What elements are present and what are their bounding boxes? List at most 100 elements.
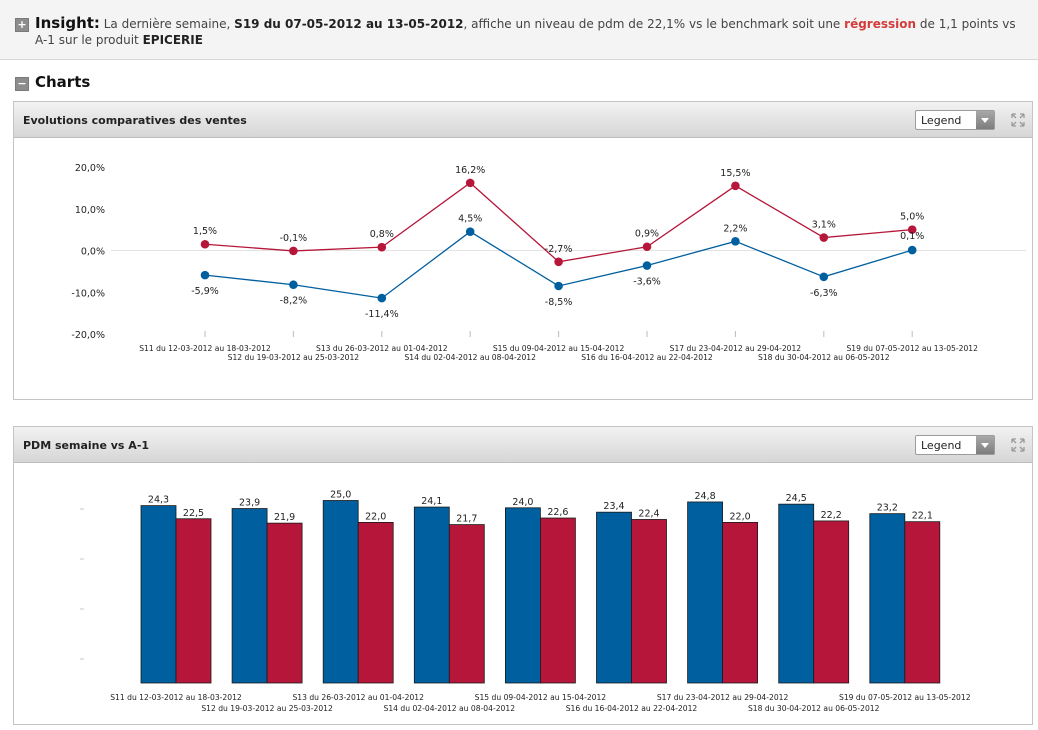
data-label: -8,5% [545, 297, 573, 308]
data-label: 2,2% [723, 223, 747, 234]
bar-value-label: 23,2 [877, 503, 898, 514]
bar-value-label: 23,4 [603, 501, 624, 512]
data-point [377, 293, 387, 303]
insight-trend: régression [844, 17, 917, 31]
data-point [907, 225, 917, 234]
data-point [200, 270, 210, 280]
panel-evolutions: Evolutions comparatives des ventes Legen… [13, 101, 1033, 400]
expand-arrows-icon[interactable] [1011, 113, 1025, 127]
data-point [819, 272, 829, 282]
bar [813, 520, 850, 684]
expand-arrows-icon[interactable] [1011, 438, 1025, 452]
data-point [554, 257, 563, 267]
legend-dropdown[interactable]: Legend [915, 435, 995, 455]
bar [687, 501, 723, 684]
panel-title: PDM semaine vs A-1 [23, 439, 150, 452]
bar-value-label: 22,5 [183, 508, 204, 519]
bar [322, 500, 359, 684]
bar-value-label: 25,0 [330, 490, 351, 501]
y-tick-label: -20,0% [71, 330, 105, 341]
data-label: 1,5% [193, 226, 217, 237]
x-tick-label: S15 du 09-04-2012 au 15-04-2012 [493, 344, 625, 353]
x-tick-label: S18 du 30-04-2012 au 06-05-2012 [758, 353, 890, 362]
x-tick-label: S14 du 02-04-2012 au 08-04-2012 [404, 353, 536, 362]
x-tick-label: S11 du 12-03-2012 au 18-03-2012 [110, 693, 242, 702]
data-label: -3,6% [633, 277, 661, 288]
chevron-down-icon[interactable] [976, 436, 994, 454]
x-tick-label: S16 du 16-04-2012 au 22-04-2012 [581, 353, 713, 362]
collapse-charts-toggle[interactable]: − [15, 77, 29, 91]
x-tick-label: S12 du 19-03-2012 au 25-03-2012 [228, 353, 360, 362]
data-point [289, 280, 298, 290]
bar-value-label: 22,4 [638, 508, 659, 519]
x-tick-label: S16 du 16-04-2012 au 22-04-2012 [566, 704, 698, 713]
chevron-down-icon[interactable] [976, 111, 994, 129]
data-point [819, 233, 829, 242]
insight-bar: + Insight: La dernière semaine, S19 du 0… [0, 0, 1038, 60]
y-tick-label: -10,0% [71, 288, 105, 299]
insight-text-3: de 1,1 points vs A-1 sur le produit [35, 17, 1016, 47]
x-tick-label: S12 du 19-03-2012 au 25-03-2012 [201, 704, 333, 713]
bar-value-label: 23,9 [239, 498, 260, 509]
data-label: 3,1% [812, 220, 836, 231]
data-point [554, 281, 563, 291]
data-label: 16,2% [455, 165, 485, 176]
expand-insight-toggle[interactable]: + [15, 18, 29, 32]
panel-header: PDM semaine vs A-1 Legend [14, 427, 1032, 463]
data-point [465, 227, 475, 237]
insight-product: EPICERIE [142, 33, 203, 47]
bar-value-label: 22,0 [365, 511, 386, 522]
insight-text-2: , affiche un niveau de pdm de 22,1% vs l… [463, 17, 841, 31]
bar [778, 503, 815, 684]
bar [175, 518, 212, 684]
data-point [907, 245, 917, 255]
bar [231, 508, 268, 684]
line-chart: 20,0% 10,0% 0,0% -10,0% -20,0% S11 du 12-03-2… [71, 163, 1026, 362]
charts-section-title: Charts [35, 73, 91, 91]
legend-dropdown[interactable]: Legend [915, 110, 995, 130]
bar-value-label: 24,0 [512, 497, 533, 508]
data-label: -0,1% [280, 233, 308, 244]
panel-pdm: PDM semaine vs A-1 Legend 24,3 22,5 S11 du… [13, 426, 1033, 725]
bar-chart: 24,3 22,5 S11 du 12-03-2012 au 18-03-2012 2… [80, 490, 971, 713]
y-tick-label: 10,0% [75, 205, 105, 216]
bar [140, 505, 177, 684]
panel-header: Evolutions comparatives des ventes Legen… [14, 102, 1032, 138]
bar [540, 517, 576, 684]
data-label: -6,3% [810, 288, 838, 299]
insight-week: S19 du 07-05-2012 au 13-05-2012 [234, 17, 464, 31]
x-tick-label: S17 du 23-04-2012 au 29-04-2012 [670, 344, 802, 353]
data-label: -11,4% [365, 309, 399, 320]
bar-value-label: 21,7 [456, 514, 477, 525]
panel-title: Evolutions comparatives des ventes [23, 114, 247, 127]
y-tick-label: 0,0% [81, 247, 105, 258]
data-label: -8,2% [280, 296, 308, 307]
bar [357, 522, 394, 684]
data-point [642, 261, 652, 270]
data-label: 15,5% [720, 168, 750, 179]
x-tick-label: S13 du 26-03-2012 au 01-04-2012 [292, 693, 424, 702]
data-point [289, 246, 298, 256]
bar-value-label: 24,1 [421, 496, 442, 507]
bar-value-label: 22,6 [547, 507, 568, 518]
data-point [731, 237, 740, 246]
bar [869, 513, 906, 684]
bar [596, 511, 632, 684]
bar-value-label: 22,1 [912, 511, 933, 522]
legend-dropdown-label: Legend [921, 439, 962, 452]
data-label: -2,7% [545, 244, 573, 255]
x-tick-label: S17 du 23-04-2012 au 29-04-2012 [657, 693, 789, 702]
insight-label: Insight: [35, 14, 100, 32]
data-point [465, 178, 475, 188]
bar-value-label: 22,2 [821, 510, 842, 521]
data-point [731, 181, 740, 191]
data-point [642, 242, 652, 252]
bar-value-label: 24,5 [786, 493, 807, 504]
bar-value-label: 24,8 [695, 491, 716, 502]
data-label: 5,0% [900, 212, 924, 223]
x-tick-label: S14 du 02-04-2012 au 08-04-2012 [384, 704, 516, 713]
x-tick-label: S19 du 07-05-2012 au 13-05-2012 [846, 344, 978, 353]
data-label: 4,5% [458, 214, 482, 225]
data-label: 0,8% [370, 229, 394, 240]
bar [722, 522, 758, 684]
